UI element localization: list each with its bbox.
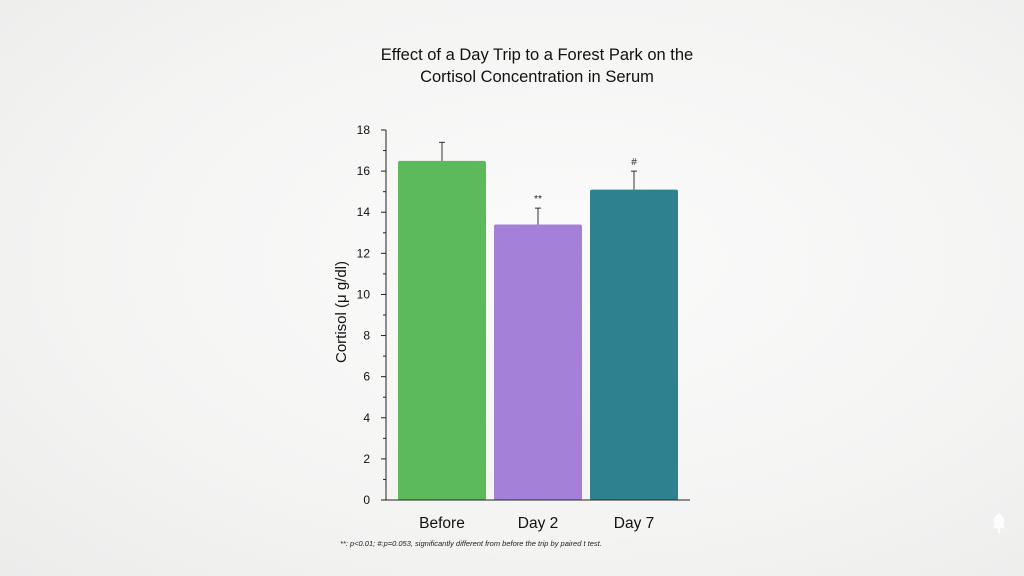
y-tick-label: 10 bbox=[357, 287, 371, 301]
chart-title: Effect of a Day Trip to a Forest Park on… bbox=[380, 46, 694, 86]
bar-day-2 bbox=[494, 224, 582, 501]
y-tick-label: 14 bbox=[357, 205, 371, 219]
bar-before bbox=[398, 160, 486, 501]
significance-marker: # bbox=[631, 157, 637, 168]
significance-marker: ** bbox=[534, 194, 542, 205]
bar-day-7 bbox=[590, 189, 678, 500]
logo-watermark-icon bbox=[993, 513, 1005, 533]
y-tick-label: 18 bbox=[357, 123, 371, 137]
y-tick-label: 12 bbox=[357, 246, 371, 260]
x-tick-label: Day 7 bbox=[614, 515, 655, 532]
y-tick-label: 16 bbox=[357, 164, 371, 178]
y-tick-label: 2 bbox=[363, 452, 370, 466]
y-tick-label: 8 bbox=[363, 329, 370, 343]
y-tick-label: 4 bbox=[363, 411, 370, 425]
y-tick-label: 0 bbox=[363, 493, 370, 507]
x-tick-label: Day 2 bbox=[518, 515, 559, 532]
y-axis-label: Cortisol (μ g/dl) bbox=[333, 261, 350, 363]
y-tick-label: 6 bbox=[363, 370, 370, 384]
x-tick-label: Before bbox=[419, 515, 465, 532]
chart-footnote: **: p<0.01; #:p=0.053, significantly dif… bbox=[340, 539, 602, 548]
